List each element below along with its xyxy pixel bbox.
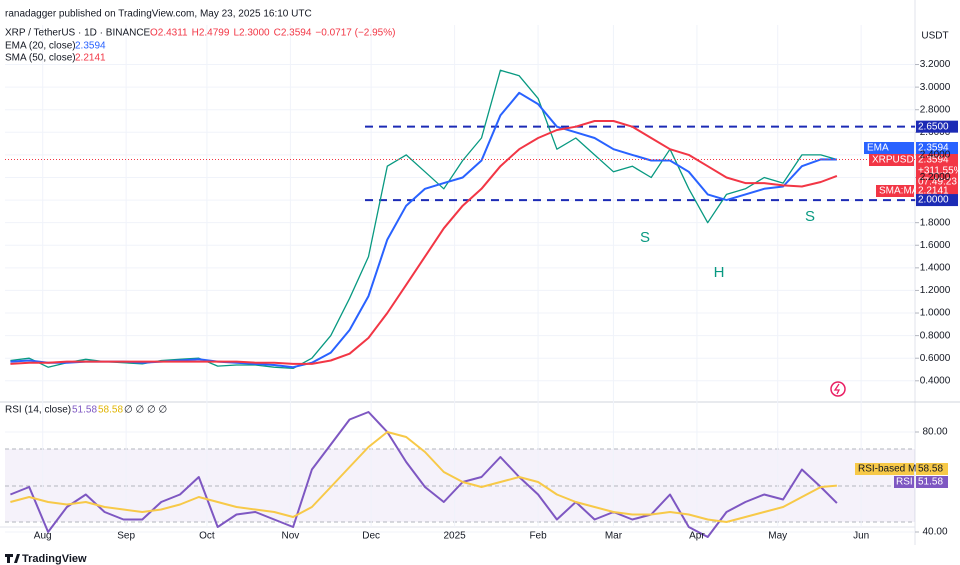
y-tick-label: 2.2000 bbox=[920, 172, 951, 183]
legend-value: 2.3594 bbox=[75, 41, 106, 52]
currency: USDT bbox=[921, 31, 948, 42]
annotation: S bbox=[805, 208, 815, 225]
ohlc-value: C2.3594 bbox=[274, 28, 312, 39]
ohlc-value: −0.0717 (−2.95%) bbox=[315, 28, 395, 39]
badge bbox=[855, 463, 914, 475]
news-icon[interactable] bbox=[830, 381, 846, 397]
x-tick-label: Apr bbox=[689, 531, 705, 542]
badge bbox=[916, 476, 948, 488]
legend-name: EMA (20, close) bbox=[5, 41, 76, 52]
series-line bbox=[10, 411, 838, 538]
series-line bbox=[10, 431, 837, 523]
x-tick-label: May bbox=[768, 531, 787, 542]
y-tick-label: 1.6000 bbox=[920, 240, 951, 251]
logo-mark bbox=[5, 554, 20, 563]
y-tick-label: 1.8000 bbox=[920, 217, 951, 228]
badge-label: SMA:MA bbox=[879, 186, 919, 197]
x-tick-label: 2025 bbox=[443, 531, 466, 542]
x-tick-label: Jun bbox=[853, 531, 869, 542]
news-icon[interactable] bbox=[833, 383, 841, 395]
badge-label: EMA bbox=[867, 143, 889, 154]
level-badge bbox=[916, 120, 958, 133]
series-line bbox=[10, 120, 838, 365]
badge-value: 51.58 bbox=[918, 477, 943, 488]
plot bbox=[5, 25, 919, 538]
legend-extra: ∅ ∅ ∅ ∅ bbox=[124, 405, 167, 416]
badge-label: XRPUSDT bbox=[872, 155, 920, 166]
badge-value: 2.2141 bbox=[918, 186, 949, 197]
publisher: ranadagger published on TradingView.com,… bbox=[5, 9, 312, 20]
badge bbox=[916, 463, 948, 475]
badge bbox=[916, 185, 958, 197]
legend-value: 51.58 bbox=[72, 405, 97, 416]
x-tick-label: Dec bbox=[362, 531, 380, 542]
y-tick-label: 0.8000 bbox=[920, 330, 951, 341]
badge-label: RSI-based MA bbox=[858, 464, 923, 475]
badge-value: 2.3594 bbox=[918, 155, 949, 166]
y-tick-label: 2.8000 bbox=[920, 104, 951, 115]
ohlc-value: L2.3000 bbox=[233, 28, 270, 39]
legend-value: 2.2141 bbox=[75, 53, 106, 64]
badge bbox=[876, 185, 914, 197]
logo-text: TradingView bbox=[22, 553, 87, 565]
y-tick-label: 3.2000 bbox=[920, 59, 951, 70]
y-tick-label: 40.00 bbox=[922, 527, 947, 538]
x-tick-label: Aug bbox=[34, 531, 52, 542]
badge-value: 2.3594 bbox=[918, 143, 949, 154]
annotation: H bbox=[714, 264, 725, 281]
y-tick-label: 80.00 bbox=[922, 427, 947, 438]
y-tick-label: 0.4000 bbox=[920, 375, 951, 386]
x-tick-label: Nov bbox=[281, 531, 299, 542]
badge bbox=[916, 142, 958, 154]
badge-label: RSI bbox=[896, 477, 913, 488]
tradingview-logo: TradingView bbox=[5, 553, 87, 565]
x-tick-label: Sep bbox=[117, 531, 135, 542]
legend-name: SMA (50, close) bbox=[5, 53, 76, 64]
x-tick-label: Mar bbox=[605, 531, 623, 542]
y-tick-label: 1.2000 bbox=[920, 285, 951, 296]
badge bbox=[916, 154, 958, 188]
rsi-title: RSI (14, close) bbox=[5, 405, 71, 416]
annotation: S bbox=[640, 229, 650, 246]
badge-countdown: 07:49:23 bbox=[918, 177, 957, 188]
y-tick-label: 1.4000 bbox=[920, 262, 951, 273]
badge-change: +311.55% bbox=[918, 166, 960, 177]
x-tick-label: Feb bbox=[529, 531, 547, 542]
y-tick-label: 1.0000 bbox=[920, 308, 951, 319]
level-label: 2.6500 bbox=[918, 121, 949, 132]
level-badge bbox=[916, 194, 958, 207]
y-tick-label: 2.4000 bbox=[920, 150, 951, 161]
badge bbox=[894, 476, 914, 488]
badge-value: 58.58 bbox=[918, 464, 943, 475]
y-tick-label: 0.6000 bbox=[920, 353, 951, 364]
badge bbox=[869, 154, 914, 166]
badge bbox=[864, 142, 914, 154]
legend-value: 58.58 bbox=[98, 405, 123, 416]
ohlc-value: H2.4799 bbox=[192, 28, 230, 39]
level-label: 2.0000 bbox=[918, 195, 949, 206]
symbol-title: XRP / TetherUS · 1D · BINANCE bbox=[5, 28, 151, 39]
x-tick-label: Oct bbox=[199, 531, 215, 542]
ohlc-value: O2.4311 bbox=[150, 28, 188, 39]
y-tick-label: 3.0000 bbox=[920, 82, 951, 93]
